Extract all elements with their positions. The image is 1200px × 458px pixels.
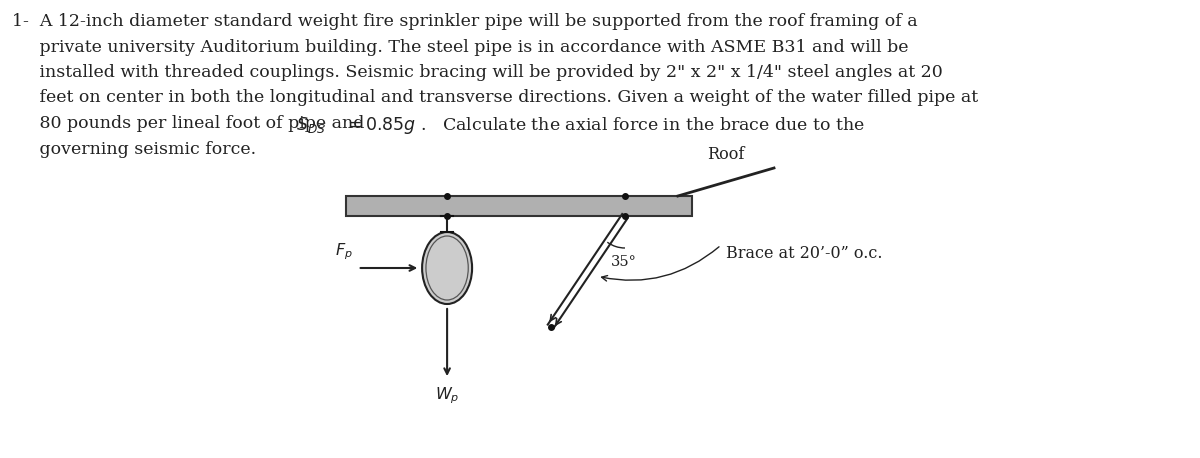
Text: feet on center in both the longitudinal and transverse directions. Given a weigh: feet on center in both the longitudinal … [12,89,979,107]
Text: governing seismic force.: governing seismic force. [12,141,257,158]
Text: $F_p$: $F_p$ [335,241,353,262]
Text: 80 pounds per lineal foot of pipe and: 80 pounds per lineal foot of pipe and [12,115,371,132]
Text: private university Auditorium building. The steel pipe is in accordance with ASM: private university Auditorium building. … [12,38,908,55]
Text: $W_p$: $W_p$ [434,385,460,406]
Text: installed with threaded couplings. Seismic bracing will be provided by 2" x 2" x: installed with threaded couplings. Seism… [12,64,943,81]
Text: $= 0.85g$ .   Calculate the axial force in the brace due to the: $= 0.85g$ . Calculate the axial force in… [343,115,865,136]
Text: $\mathit{S}_{DS}$: $\mathit{S}_{DS}$ [295,115,325,135]
Bar [346,196,692,216]
Text: Brace at 20’-0” o.c.: Brace at 20’-0” o.c. [726,245,882,262]
Ellipse shape [422,232,472,304]
Text: 35°: 35° [611,256,637,269]
Text: Roof: Roof [707,146,745,163]
Text: 1-  A 12-inch diameter standard weight fire sprinkler pipe will be supported fro: 1- A 12-inch diameter standard weight fi… [12,13,918,30]
